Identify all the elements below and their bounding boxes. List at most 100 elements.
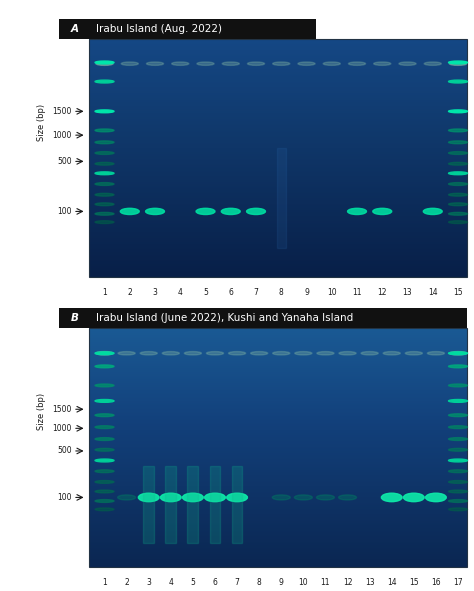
- Bar: [89, 161, 467, 162]
- Bar: [89, 186, 467, 187]
- Bar: [89, 217, 467, 218]
- Bar: [89, 219, 467, 220]
- Bar: [89, 535, 467, 537]
- Bar: [89, 385, 467, 387]
- Bar: [89, 218, 467, 219]
- Bar: [89, 103, 467, 104]
- Bar: [89, 530, 467, 531]
- Ellipse shape: [95, 220, 114, 223]
- Bar: [89, 45, 467, 46]
- Bar: [89, 41, 467, 42]
- Bar: [89, 132, 467, 133]
- Bar: [89, 360, 467, 361]
- Ellipse shape: [95, 80, 114, 83]
- Bar: [89, 162, 467, 163]
- Bar: [89, 491, 467, 492]
- Ellipse shape: [317, 495, 335, 500]
- Ellipse shape: [95, 352, 114, 355]
- Bar: [89, 142, 467, 144]
- Ellipse shape: [118, 352, 135, 355]
- Bar: [89, 547, 467, 548]
- Bar: [89, 202, 467, 203]
- Bar: [89, 237, 467, 238]
- Bar: [89, 362, 467, 363]
- Bar: [89, 502, 467, 503]
- Ellipse shape: [95, 172, 114, 175]
- Bar: [89, 80, 467, 81]
- Bar: [89, 488, 467, 489]
- Bar: [89, 454, 467, 455]
- Bar: [89, 248, 467, 249]
- Ellipse shape: [448, 172, 467, 175]
- Bar: [89, 154, 467, 155]
- Bar: [89, 369, 467, 371]
- Ellipse shape: [382, 493, 402, 502]
- Ellipse shape: [448, 129, 467, 132]
- Ellipse shape: [162, 352, 179, 355]
- Bar: [89, 476, 467, 477]
- Bar: [89, 235, 467, 236]
- Bar: [89, 460, 467, 461]
- Bar: [89, 344, 467, 345]
- Bar: [89, 97, 467, 98]
- Bar: [89, 38, 467, 40]
- Bar: [89, 201, 467, 202]
- Bar: [89, 176, 467, 177]
- Bar: [89, 53, 467, 54]
- Bar: [89, 242, 467, 243]
- Bar: [89, 434, 467, 436]
- Text: 4: 4: [168, 578, 173, 587]
- Bar: [89, 392, 467, 394]
- Bar: [89, 138, 467, 139]
- Bar: [89, 515, 467, 516]
- Bar: [89, 147, 467, 148]
- Bar: [89, 441, 467, 442]
- Ellipse shape: [448, 499, 467, 502]
- Text: B: B: [71, 313, 79, 323]
- Bar: [89, 91, 467, 92]
- Ellipse shape: [120, 208, 139, 215]
- Bar: [89, 106, 467, 107]
- Ellipse shape: [295, 352, 312, 355]
- Bar: [89, 487, 467, 488]
- Ellipse shape: [426, 493, 446, 502]
- Bar: [89, 64, 467, 65]
- Bar: [89, 66, 467, 67]
- Bar: [89, 65, 467, 66]
- Bar: [89, 391, 467, 392]
- Bar: [89, 68, 467, 69]
- Ellipse shape: [95, 480, 114, 483]
- Ellipse shape: [448, 80, 467, 83]
- Bar: [89, 372, 467, 373]
- Bar: [60, 309, 467, 328]
- Bar: [89, 271, 467, 272]
- Bar: [89, 339, 467, 340]
- Bar: [89, 556, 467, 557]
- Text: 3: 3: [153, 288, 157, 297]
- Bar: [89, 533, 467, 534]
- Text: A: A: [71, 24, 79, 34]
- Bar: [89, 478, 467, 479]
- Bar: [89, 447, 467, 448]
- Ellipse shape: [424, 62, 441, 66]
- Bar: [89, 194, 467, 195]
- Bar: [89, 57, 467, 58]
- Bar: [89, 261, 467, 262]
- Bar: [89, 46, 467, 47]
- Bar: [89, 463, 467, 464]
- Bar: [89, 341, 467, 342]
- Bar: [89, 486, 467, 487]
- Bar: [89, 93, 467, 94]
- Text: 11: 11: [321, 578, 330, 587]
- Bar: [89, 459, 467, 460]
- Text: 6: 6: [212, 578, 218, 587]
- Bar: [89, 213, 467, 214]
- Bar: [89, 336, 467, 337]
- Bar: [89, 328, 467, 329]
- Bar: [89, 233, 467, 234]
- Bar: [89, 365, 467, 366]
- Bar: [89, 133, 467, 134]
- Bar: [89, 165, 467, 167]
- Ellipse shape: [448, 470, 467, 473]
- Ellipse shape: [121, 62, 138, 66]
